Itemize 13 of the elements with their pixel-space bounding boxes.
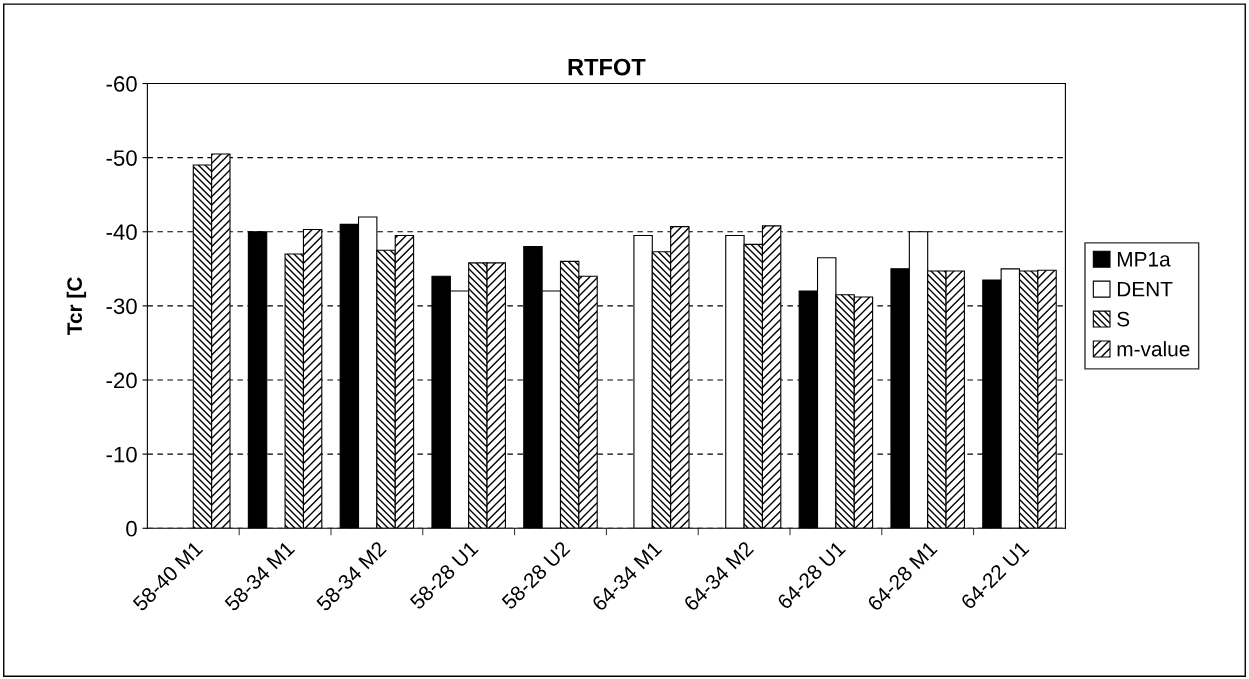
legend-label: m-value <box>1117 341 1190 357</box>
y-tick-label: -40 <box>106 224 137 241</box>
y-tick-label: -50 <box>106 150 137 166</box>
y-tick-label: -20 <box>106 372 137 389</box>
y-tick-label: -10 <box>106 446 137 463</box>
y-tick-label: -30 <box>106 298 137 315</box>
legend-label: DENT <box>1117 282 1173 297</box>
y-axis-title: Tcr [C <box>66 277 87 335</box>
y-tick-label: -60 <box>106 76 137 92</box>
legend-label: MP1a <box>1117 252 1171 267</box>
legend-label: S <box>1117 311 1130 327</box>
chart-title: RTFOT <box>568 58 646 76</box>
y-tick-label: 0 <box>126 520 137 537</box>
